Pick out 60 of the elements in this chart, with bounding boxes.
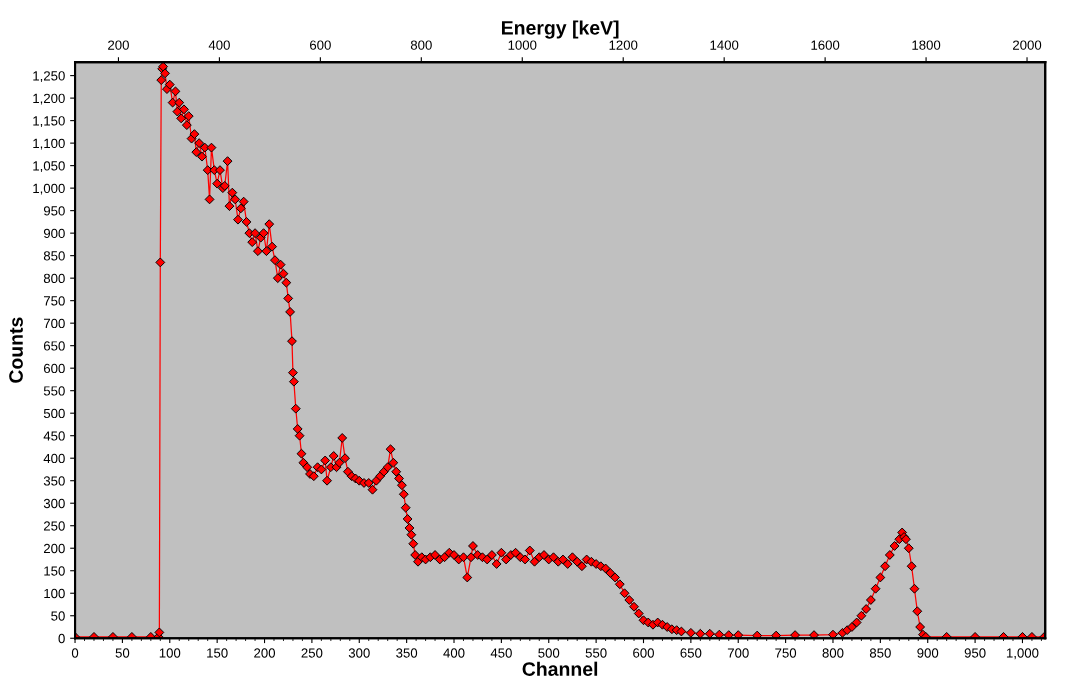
y-tick-label: 1,200 xyxy=(33,93,65,105)
y-tick-label: 300 xyxy=(43,498,65,509)
x2-tick-label: 1400 xyxy=(710,40,739,50)
x-tick-label: 450 xyxy=(490,648,512,658)
x-tick-label: 0 xyxy=(71,648,79,658)
x-tick-label: 350 xyxy=(396,648,418,658)
x-tick-label: 100 xyxy=(159,648,181,658)
y-tick-label: 100 xyxy=(44,588,65,599)
x2-tick-label: 2000 xyxy=(1013,40,1042,50)
x-tick-label: 1,000 xyxy=(1006,648,1039,660)
x2-tick-label: 1600 xyxy=(811,40,840,50)
y-tick-label: 600 xyxy=(43,363,65,374)
y-tick-label: 400 xyxy=(43,453,65,464)
y-tick-label: 1,100 xyxy=(33,138,65,150)
x2-tick-label: 400 xyxy=(208,40,230,50)
x2-tick-label: 1800 xyxy=(912,40,941,50)
y-tick-label: 500 xyxy=(43,408,65,419)
y-tick-label: 1,050 xyxy=(33,161,65,173)
y-tick-label: 650 xyxy=(43,341,65,351)
x2-axis-title: Energy [keV] xyxy=(501,20,619,39)
y-tick-label: 900 xyxy=(43,228,65,239)
y-tick-label: 700 xyxy=(43,318,65,329)
x-tick-label: 500 xyxy=(538,648,560,658)
x-tick-label: 900 xyxy=(917,648,939,658)
x-tick-label: 950 xyxy=(964,648,986,658)
x-tick-label: 600 xyxy=(633,648,654,658)
y-tick-label: 750 xyxy=(43,296,65,306)
x-tick-label: 700 xyxy=(727,648,749,658)
x-tick-label: 400 xyxy=(443,648,465,658)
y-tick-label: 1,250 xyxy=(33,71,65,83)
y-tick-label: 800 xyxy=(43,273,65,284)
y-axis-title: Counts xyxy=(9,317,23,383)
y-tick-label: 450 xyxy=(43,431,65,441)
x-tick-label: 850 xyxy=(869,648,891,658)
x-tick-label: 300 xyxy=(348,648,370,658)
y-tick-label: 0 xyxy=(58,633,65,644)
y-tick-label: 250 xyxy=(43,521,65,531)
x-tick-label: 800 xyxy=(822,648,844,658)
y-tick-label: 850 xyxy=(43,251,65,261)
y-tick-label: 50 xyxy=(51,611,65,621)
x-tick-label: 750 xyxy=(775,648,797,658)
x-tick-label: 250 xyxy=(301,648,323,658)
x-tick-label: 50 xyxy=(115,648,130,658)
x-tick-label: 550 xyxy=(585,648,607,658)
y-tick-label: 950 xyxy=(43,206,65,216)
y-tick-label: 1,000 xyxy=(33,183,65,195)
x-tick-label: 650 xyxy=(680,648,702,658)
y-tick-label: 200 xyxy=(43,543,65,554)
x2-tick-label: 600 xyxy=(310,40,331,50)
y-tick-label: 550 xyxy=(43,386,65,396)
x2-tick-label: 1200 xyxy=(609,40,638,50)
x-tick-label: 200 xyxy=(254,648,276,658)
x2-tick-label: 200 xyxy=(108,40,129,50)
x-axis-title: Channel xyxy=(522,661,598,676)
y-tick-label: 350 xyxy=(43,476,65,486)
y-tick-label: 1,150 xyxy=(33,116,65,128)
x2-tick-label: 1000 xyxy=(508,40,537,50)
x2-tick-label: 800 xyxy=(410,40,432,50)
x-tick-label: 150 xyxy=(207,648,228,658)
y-tick-label: 150 xyxy=(44,566,65,576)
